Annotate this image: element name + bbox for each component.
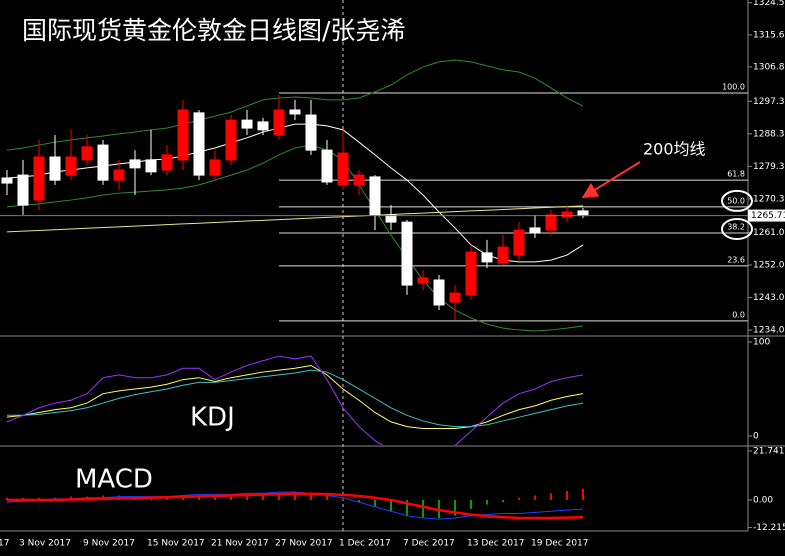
candle-body (177, 109, 189, 161)
indicator-line (6, 59, 584, 151)
x-tick-label: 15 Nov 2017 (147, 539, 205, 549)
candle-body (369, 176, 381, 216)
annotation-arrow (581, 161, 641, 199)
fib-label: 38.2 (727, 222, 745, 231)
candle-body (193, 112, 205, 176)
candle-body (161, 154, 173, 171)
panel-title: MACD (75, 465, 153, 495)
macd-panel (6, 488, 584, 520)
candle-body (113, 169, 125, 181)
candle-body (33, 156, 45, 201)
candle-body (145, 159, 157, 173)
y-tick-label: -12.215 (753, 523, 785, 533)
candle-body (465, 251, 477, 296)
indicator-line (7, 369, 584, 428)
last-price-tag (748, 209, 785, 222)
y-tick-label: 1288.30 (753, 129, 785, 139)
candle-body (273, 109, 285, 136)
candle-body (545, 214, 557, 231)
highlight-circle (721, 189, 753, 212)
highlight-circle (721, 217, 753, 240)
candle-body (305, 114, 317, 151)
fib-label: 100.0 (722, 82, 745, 91)
candle-body (321, 149, 333, 183)
candle-body (1, 177, 13, 184)
annotation: 200均线 (643, 140, 706, 159)
axes: 1324.55 1315.65 1306.80 1297.30 1288.30 1279.… (19, 0, 785, 549)
fib-label: 61.8 (727, 170, 745, 179)
candle-body (257, 121, 269, 131)
y-tick-label: 0 (753, 431, 759, 441)
y-tick-label: 1324.55 (753, 0, 785, 8)
candle-body (353, 174, 365, 186)
x-tick-label: 9 Nov 2017 (83, 539, 135, 549)
candle-body (129, 159, 141, 169)
y-tick-label: 1261.05 (753, 228, 785, 238)
fib-label: 0.0 (732, 310, 745, 319)
y-tick-label: 1306.80 (753, 62, 785, 72)
indicator-line (7, 492, 584, 520)
y-tick-label: 1297.30 (753, 97, 785, 107)
candle-body (49, 156, 61, 181)
candle-body (401, 221, 413, 286)
candle-body (481, 252, 493, 263)
candle-body (449, 292, 461, 303)
x-tick-label: 19 Dec 2017 (531, 539, 589, 549)
candle-body (81, 146, 93, 161)
candle-body (289, 109, 301, 115)
y-tick-label: 100 (753, 337, 770, 347)
candle-body (385, 214, 397, 223)
x-tick-label: 7 Dec 2017 (403, 539, 455, 549)
candle-body (241, 119, 253, 129)
x-tick-label: 13 Dec 2017 (467, 539, 525, 549)
x-tick-label: 21 Nov 2017 (211, 539, 269, 549)
y-tick-label: 1243.05 (753, 293, 785, 303)
candle-body (529, 227, 541, 234)
y-tick-label: 1252.05 (753, 260, 785, 270)
kdj-panel (6, 355, 584, 445)
candle-body (337, 152, 349, 186)
candle-body (577, 210, 589, 217)
candle-body (225, 119, 237, 161)
y-tick-label: 1234.05 (753, 326, 785, 336)
y-tick-label: 1315.65 (753, 30, 785, 40)
candle-body (97, 144, 109, 181)
last-price-label: 1265.71 (751, 211, 785, 221)
candle-body (209, 159, 221, 176)
candle-body (433, 279, 445, 306)
candle-body (17, 174, 29, 206)
x-tick-label: 3 Nov 2017 (19, 539, 71, 549)
candle-body (513, 229, 525, 256)
chart-title: 国际现货黄金伦敦金日线图/张尧浠 (22, 16, 405, 45)
candle-body (497, 246, 509, 264)
y-tick-label: 0.00 (753, 496, 773, 506)
candle-body (417, 277, 429, 284)
indicator-line (6, 355, 584, 445)
fib-label: 50.0 (727, 196, 745, 205)
x-tick-label: 1 Dec 2017 (339, 539, 391, 549)
x-tick-label: 27 Nov 2017 (275, 539, 333, 549)
y-tick-label: 1270.30 (753, 194, 785, 204)
candle-body (65, 156, 77, 176)
indicator-line (6, 144, 584, 332)
panel-title: KDJ (190, 403, 235, 433)
y-tick-label: 1279.30 (753, 162, 785, 172)
price-panel (0, 59, 748, 332)
candle-body (561, 211, 573, 218)
indicator-line (6, 205, 584, 233)
fib-label: 23.6 (727, 255, 745, 264)
x-tick-label: 17 (0, 539, 9, 549)
y-tick-label: 21.741 (753, 446, 785, 456)
indicator-line (6, 364, 584, 429)
